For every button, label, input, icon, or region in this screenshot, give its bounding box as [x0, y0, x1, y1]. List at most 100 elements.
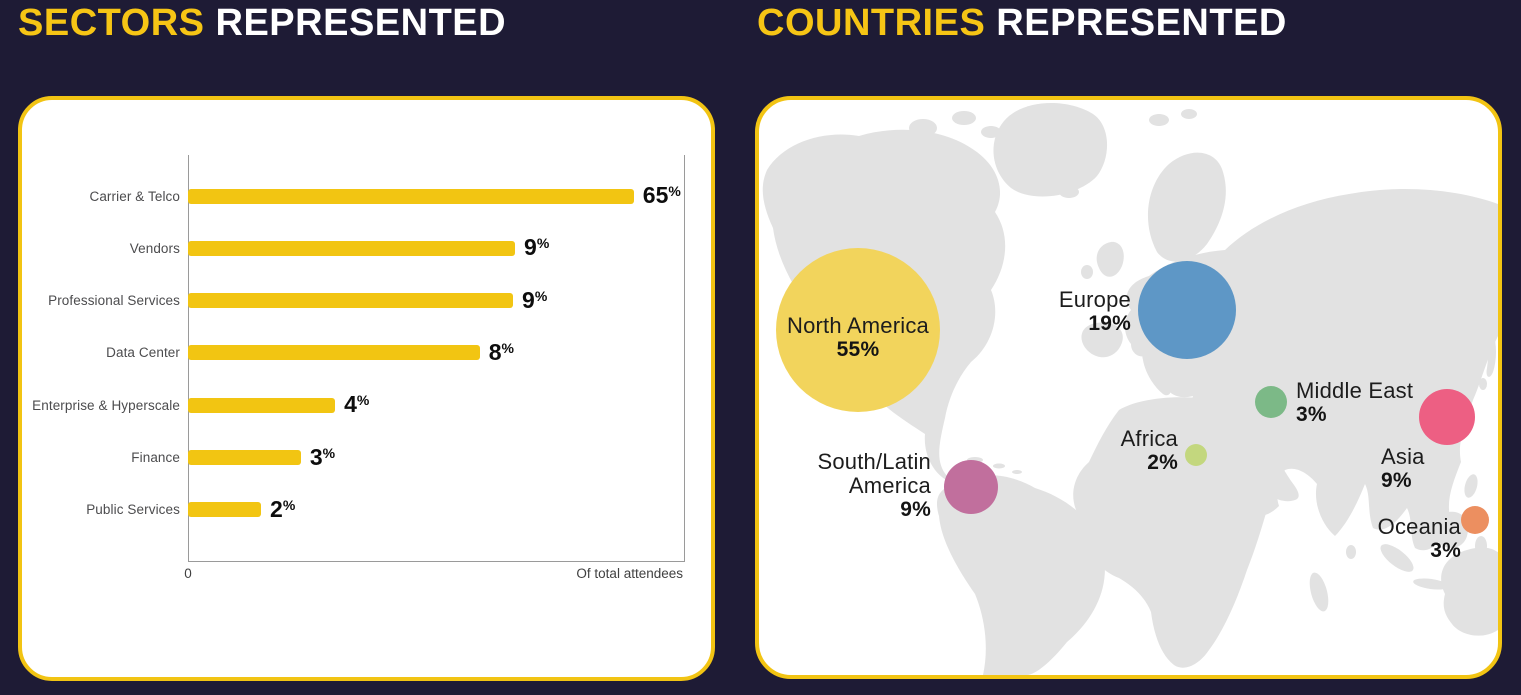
landmass-arctic-island: [981, 126, 1001, 138]
sectors-title-rest: REPRESENTED: [215, 2, 507, 44]
bar-data-center: [188, 345, 480, 361]
bubble-middle-east: [1255, 386, 1287, 418]
region-value: 55%: [836, 338, 880, 361]
landmass-japan-south: [1479, 378, 1487, 390]
bar-value-unit: %: [536, 235, 550, 252]
map-label-north-america: North America 55%: [787, 314, 929, 362]
bar-row-vendors: Vendors 9%: [22, 233, 685, 263]
bar-value-unit: %: [668, 183, 681, 200]
bar-value-label: 2%: [270, 498, 295, 521]
landmass-uk: [1096, 241, 1124, 277]
bubble-south-latin-america: [944, 460, 998, 514]
bar-value-unit: %: [356, 392, 370, 409]
bar-value-unit: %: [501, 340, 514, 357]
bubble-europe: [1138, 261, 1236, 359]
bar-carrier-telco: [188, 188, 634, 204]
bubble-asia: [1419, 389, 1475, 445]
bar-track: 65%: [188, 184, 685, 207]
bar-value-number: 9: [524, 234, 537, 261]
bar-value-number: 9: [522, 286, 535, 313]
bar-track: 8%: [188, 341, 685, 364]
bar-value-number: 2: [270, 496, 283, 523]
landmass-philippines: [1464, 474, 1478, 498]
countries-map-card: North America 55% Europe 19% South/Latin Amer…: [755, 96, 1502, 679]
bar-category-label: Vendors: [129, 240, 180, 256]
region-value: 3%: [1296, 403, 1327, 426]
x-axis-labels: 0 Of total attendees: [184, 566, 685, 584]
bar-category-label: Carrier & Telco: [89, 188, 180, 204]
bar-row-carrier-telco: Carrier & Telco 65%: [22, 181, 685, 211]
region-value: 9%: [1381, 469, 1412, 492]
region-name: Africa: [1120, 426, 1178, 451]
bubble-africa: [1185, 444, 1207, 466]
landmass-africa: [1073, 397, 1299, 668]
countries-panel-title: COUNTRIES REPRESENTED: [757, 2, 1287, 45]
bar-track: 9%: [188, 288, 685, 311]
bar-value-number: 4: [344, 391, 357, 418]
region-name: North America: [787, 313, 929, 338]
landmass-madagascar: [1309, 572, 1329, 612]
bar-value-label: 65%: [643, 184, 681, 207]
landmass-iceland: [1059, 186, 1079, 198]
region-value: 19%: [1088, 312, 1131, 335]
landmass-borneo: [1433, 511, 1469, 548]
map-label-middle-east: Middle East 3%: [1296, 379, 1413, 427]
landmass-scandinavia: [1147, 152, 1226, 262]
bar-category-label: Enterprise & Hyperscale: [32, 397, 180, 413]
bar-value-number: 65: [642, 182, 669, 209]
bubble-north-america: [776, 248, 940, 412]
x-axis-caption: Of total attendees: [576, 566, 683, 581]
bar-professional-services: [188, 293, 514, 309]
bar-value-label: 3%: [309, 443, 336, 470]
landmass-caribbean: [993, 463, 1005, 469]
bar-row-enterprise-hyperscale: Enterprise & Hyperscale 4%: [22, 390, 685, 420]
region-name: Europe: [1058, 287, 1131, 312]
bar-value-unit: %: [322, 444, 336, 461]
landmass-svalbard: [1149, 114, 1169, 126]
bar-vendors: [188, 240, 516, 256]
map-bubbles-layer: North America 55% Europe 19% South/Latin Amer…: [759, 100, 1498, 675]
bar-finance: [188, 450, 301, 466]
bar-value-label: 4%: [344, 393, 369, 416]
landmass-sumatra: [1380, 544, 1414, 572]
region-value: 9%: [900, 498, 931, 521]
region-value: 2%: [1147, 451, 1178, 474]
landmass-arctic-island: [952, 111, 976, 125]
bar-enterprise-hyperscale: [188, 397, 336, 413]
bar-category-label: Finance: [131, 450, 180, 466]
landmass-iberia: [1081, 322, 1123, 358]
map-label-asia: Asia 9%: [1381, 445, 1425, 493]
region-name: Asia: [1381, 444, 1425, 469]
map-label-oceania: Oceania 3%: [1378, 515, 1461, 563]
landmass-ireland: [1081, 265, 1093, 279]
map-label-europe: Europe 19%: [1059, 288, 1131, 336]
region-value: 3%: [1430, 539, 1461, 562]
map-label-south-latin-america: South/Latin America 9%: [817, 450, 931, 522]
bar-row-public-services: Public Services 2%: [22, 495, 685, 525]
countries-title-highlight: COUNTRIES: [757, 2, 986, 44]
bar-row-professional-services: Professional Services 9%: [22, 286, 685, 316]
bar-category-label: Professional Services: [48, 293, 180, 309]
bar-value-number: 3: [309, 443, 323, 470]
bubble-oceania: [1461, 506, 1489, 534]
landmass-australia: [1441, 547, 1498, 636]
landmass-svalbard: [1181, 109, 1197, 119]
landmass-caribbean: [1012, 470, 1022, 474]
countries-title-rest: REPRESENTED: [996, 2, 1287, 44]
bar-value-label: 8%: [489, 341, 514, 364]
landmass-japan: [1485, 329, 1496, 377]
bar-track: 2%: [188, 498, 685, 521]
landmass-java: [1413, 578, 1449, 590]
bar-track: 4%: [188, 393, 685, 416]
bar-category-label: Public Services: [86, 502, 180, 518]
bar-track: 3%: [188, 445, 685, 468]
landmass-greenland: [993, 103, 1108, 197]
x-axis-zero-label: 0: [184, 566, 192, 581]
landmass-italy: [1142, 350, 1171, 396]
bar-row-finance: Finance 3%: [22, 443, 685, 473]
sectors-chart-card: Carrier & Telco 65% Vendors 9% Professional …: [18, 96, 715, 681]
bar-value-number: 8: [488, 339, 502, 366]
bar-row-data-center: Data Center 8%: [22, 338, 685, 368]
bar-value-unit: %: [534, 287, 548, 304]
